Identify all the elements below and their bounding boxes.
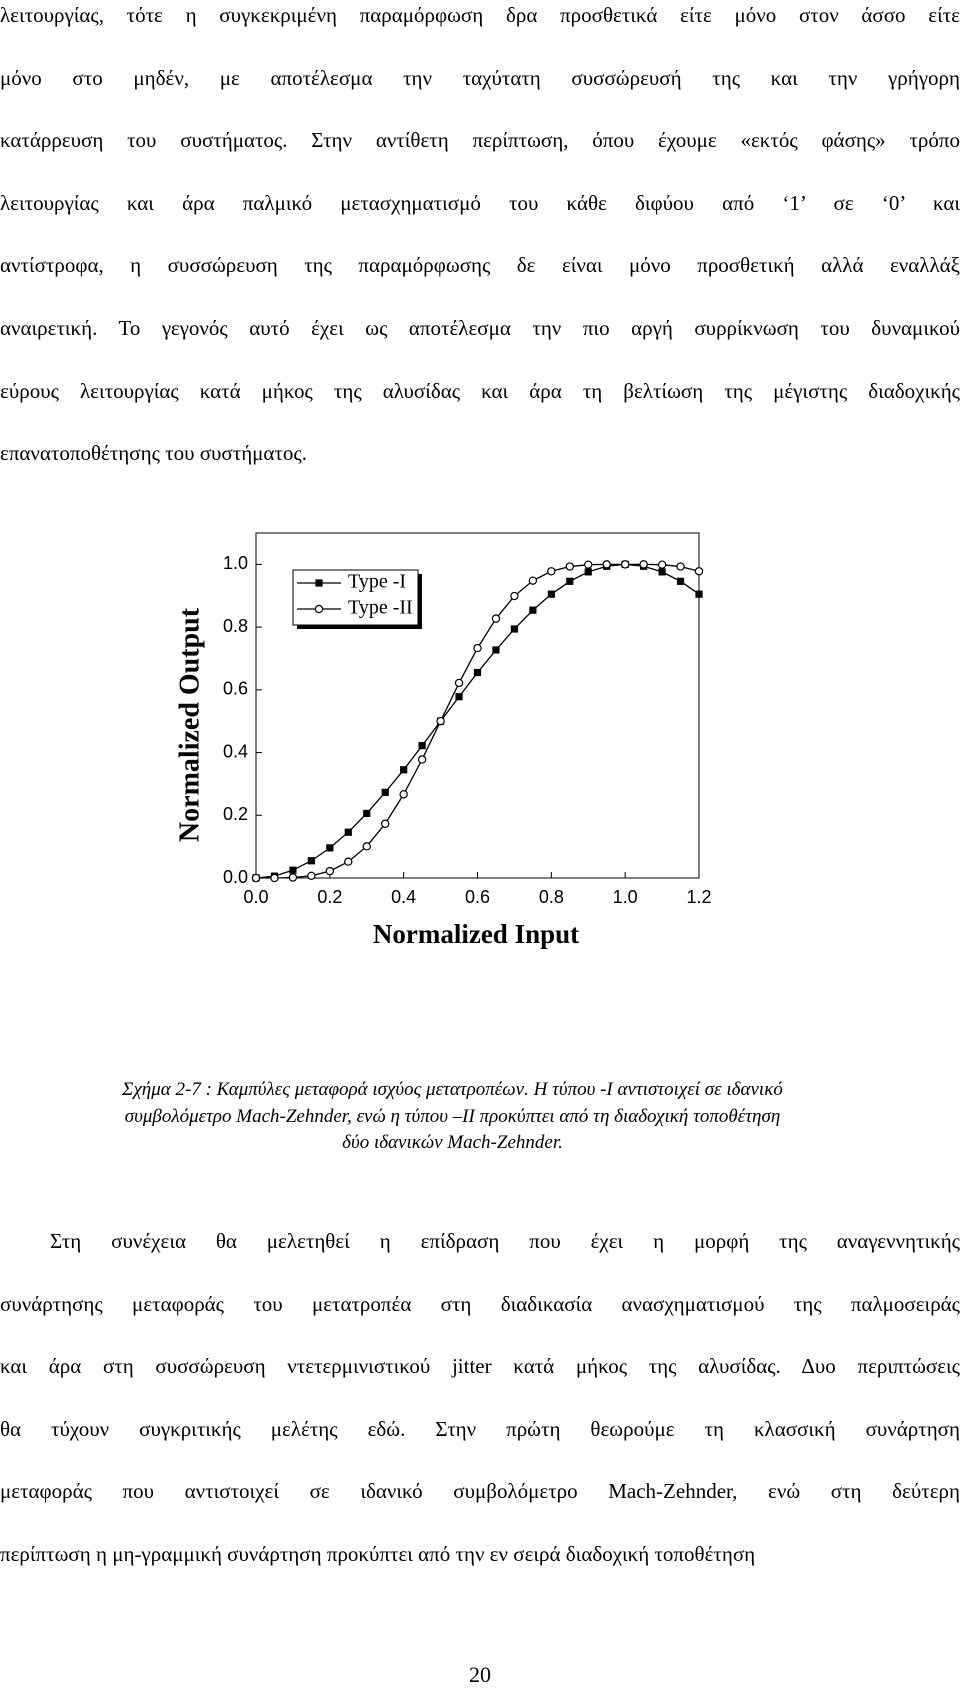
text-line: λειτουργίας και άρα παλμικό μετασχηματισ…: [0, 190, 960, 215]
data-point: [510, 591, 519, 601]
data-point: [620, 560, 630, 569]
data-point: [362, 842, 371, 851]
y-tick-label: 0.6: [223, 679, 248, 699]
legend-marker: [315, 579, 323, 587]
paragraph: Στη συνέχεια θα μελετηθεί η επίδραση που…: [0, 1210, 960, 1586]
x-tick-label: 0.4: [391, 887, 416, 907]
legend-marker: [314, 604, 324, 614]
figure-caption: Σχήμα 2-7 : Καμπύλες μεταφορά ισχύος μετ…: [60, 1077, 845, 1157]
y-axis-label: Normalized Output: [174, 607, 205, 842]
x-tick-label: 0.0: [243, 887, 268, 907]
x-tick-label: 0.2: [317, 887, 342, 907]
data-point: [417, 755, 427, 764]
data-point: [363, 809, 371, 817]
data-point: [510, 625, 519, 633]
data-point: [381, 788, 389, 796]
data-point: [528, 576, 538, 585]
text-line: μόνο στο μηδέν, με αποτέλεσμα την ταχύτα…: [0, 65, 960, 90]
text-line: λειτουργίας, τότε η συγκεκριμένη παραμόρ…: [0, 3, 960, 27]
text-line: μεταφοράς που αντιστοιχεί σε ιδανικό συμ…: [0, 1479, 960, 1504]
text-line: περίπτωση η μη-γραμμική συνάρτηση προκύπ…: [0, 1541, 756, 1566]
data-point: [695, 590, 703, 598]
legend-label: Type -I: [348, 571, 406, 593]
data-point: [326, 844, 334, 852]
text-line: συνάρτησης μεταφοράς του μετατροπέα στη …: [0, 1291, 960, 1316]
data-point: [418, 742, 426, 750]
caption-line: συμβολόμετρο Mach-Zehnder, ενώ η τύπου –…: [124, 1105, 781, 1127]
x-tick-label: 0.6: [465, 887, 490, 907]
caption-line: δύο ιδανικών Mach-Zehnder.: [342, 1132, 563, 1153]
data-point: [344, 828, 352, 836]
data-point: [455, 693, 463, 701]
text-line: αντίστροφα, η συσσώρευση της παραμόρφωση…: [0, 253, 960, 278]
data-point: [399, 790, 408, 799]
data-point: [657, 560, 667, 569]
data-point: [344, 857, 353, 866]
data-point: [307, 871, 316, 881]
text-line: Στη συνέχεια θα μελετηθεί η επίδραση που…: [50, 1229, 960, 1253]
x-tick-label: 1.2: [686, 887, 711, 907]
legend-box: [292, 569, 419, 626]
y-tick-label: 0.0: [223, 867, 248, 887]
text-line: αναιρετική. Το γεγονός αυτό έχει ως αποτ…: [0, 315, 960, 340]
text-line: εύρους λειτουργίας κατά μήκος της αλυσίδ…: [0, 378, 960, 403]
data-point: [547, 567, 556, 576]
data-point: [381, 819, 390, 828]
paragraph: λειτουργίας, τότε η συγκεκριμένη παραμόρ…: [0, 0, 960, 485]
data-point: [436, 716, 445, 726]
text-line: και άρα στη συσσώρευση ντετερμινιστικού …: [0, 1354, 960, 1379]
data-point: [288, 873, 298, 882]
data-point: [454, 678, 464, 688]
text-line: θα τύχουν συγκριτικής μελέτης εδώ. Στην …: [0, 1416, 960, 1441]
data-point: [491, 614, 501, 623]
data-point: [676, 577, 685, 585]
data-point: [325, 866, 335, 876]
text-line: επανατοποθέτησης του συστήματος.: [0, 441, 307, 466]
data-point: [602, 560, 611, 569]
data-point: [565, 562, 574, 571]
data-point: [307, 857, 315, 865]
data-point: [251, 873, 261, 883]
x-axis-label: Normalized Input: [373, 919, 579, 949]
data-point: [676, 562, 685, 571]
data-point: [400, 766, 408, 774]
page-number: 20: [469, 1662, 491, 1687]
x-tick-label: 1.0: [613, 887, 638, 907]
caption-line: Σχήμα 2-7 : Καμπύλες μεταφορά ισχύος μετ…: [122, 1079, 783, 1100]
data-point: [270, 873, 279, 883]
legend-label: Type -II: [348, 597, 413, 619]
y-tick-label: 0.8: [223, 616, 248, 636]
data-point: [289, 866, 297, 874]
data-point: [473, 643, 482, 653]
data-point: [658, 568, 666, 576]
y-tick-label: 1.0: [223, 553, 248, 573]
data-point: [694, 567, 704, 576]
data-point: [584, 568, 592, 576]
data-point: [639, 560, 648, 569]
data-point: [529, 606, 537, 614]
data-point: [566, 577, 574, 585]
x-tick-label: 0.8: [539, 887, 564, 907]
data-point: [492, 646, 500, 654]
data-point: [584, 560, 593, 569]
y-tick-label: 0.2: [223, 804, 248, 824]
text-line: κατάρρευση του συστήματος. Στην αντίθετη…: [0, 128, 960, 153]
y-tick-label: 0.4: [223, 741, 248, 761]
data-point: [547, 590, 555, 598]
chart: Normalized Output Normalized Input 0.00.…: [174, 532, 712, 949]
data-point: [473, 668, 482, 677]
